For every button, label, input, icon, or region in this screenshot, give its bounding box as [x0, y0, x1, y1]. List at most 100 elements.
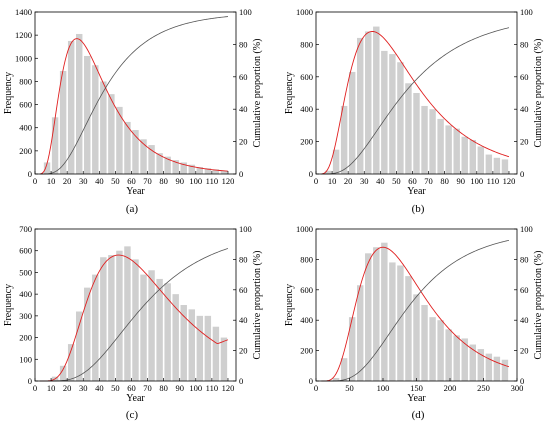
y2-tick-label: 20 [239, 346, 248, 356]
x-tick-label: 30 [79, 383, 88, 393]
histogram-bar [148, 145, 155, 174]
x-tick-label: 0 [314, 383, 318, 393]
y2-tick-label: 20 [239, 137, 248, 147]
histogram-bar [92, 274, 99, 381]
histogram-bar [108, 94, 115, 174]
x-tick-label: 40 [376, 176, 385, 186]
y2-tick-label: 80 [520, 39, 529, 49]
y-tick-label: 600 [19, 100, 32, 110]
y-tick-label: 200 [300, 346, 313, 356]
histogram-bar [156, 278, 163, 381]
histogram-bar [373, 247, 380, 381]
x-tick-label: 60 [408, 176, 417, 186]
x-tick-label: 110 [487, 176, 499, 186]
histogram-bar [59, 365, 67, 381]
x-axis-title: Year [126, 393, 145, 404]
histogram-bar [148, 270, 155, 381]
y-tick-label: 1400 [15, 7, 32, 17]
y-tick-label: 600 [300, 72, 313, 82]
histogram-bar [493, 356, 501, 381]
histogram-bar [132, 130, 139, 174]
cumulative-curve [39, 248, 229, 382]
y-tick-label: 400 [19, 289, 32, 299]
histogram-bar [461, 136, 468, 174]
histogram-bar [220, 170, 228, 174]
y-tick-label: 500 [19, 267, 32, 277]
histogram-bar [332, 149, 340, 174]
panel-a: 0 10 20 30 40 50 60 70 80 90 100 110 120020040060080… [3, 7, 263, 215]
histogram-bar [116, 250, 123, 381]
y-tick-label: 1000 [296, 7, 313, 17]
x-tick-label: 100 [470, 176, 483, 186]
histogram-bar [212, 169, 220, 174]
panel-caption: (b) [412, 203, 425, 215]
histogram-bar [461, 338, 468, 381]
histogram-bar [188, 309, 195, 381]
histogram-bar [172, 160, 179, 174]
x-tick-label: 10 [47, 176, 56, 186]
x-tick-label: 20 [344, 176, 353, 186]
y2-tick-label: 100 [520, 7, 533, 17]
x-tick-label: 90 [175, 383, 184, 393]
histogram-bar [76, 33, 83, 174]
histogram-bar [59, 71, 67, 174]
histogram-bar [124, 246, 131, 381]
cumulative-curve [321, 239, 510, 382]
histogram-bar [188, 164, 195, 174]
x-tick-label: 110 [206, 176, 218, 186]
histogram-bar [405, 83, 412, 174]
x-tick-label: 40 [95, 383, 104, 393]
histogram-bar [405, 276, 412, 381]
histogram-bar [357, 285, 364, 381]
histogram-bar [204, 315, 212, 381]
x-axis-title: Year [407, 393, 426, 404]
y2-tick-label: 80 [239, 39, 248, 49]
histogram-bar [196, 315, 204, 381]
x-tick-label: 10 [47, 383, 56, 393]
histogram-bar [493, 157, 501, 174]
y-axis-title: Frequency [3, 284, 14, 326]
y-tick-label: 0 [28, 169, 32, 179]
x-tick-label: 100 [189, 176, 202, 186]
x-tick-label: 120 [222, 383, 235, 393]
y2-tick-label: 20 [520, 137, 529, 147]
y-tick-label: 800 [19, 76, 32, 86]
histogram-bar [84, 287, 91, 381]
y-tick-label: 200 [300, 137, 313, 147]
y-tick-label: 300 [19, 311, 32, 321]
panel-b: 0 10 20 30 40 50 60 70 80 90 100 110 120020040060080… [284, 7, 544, 215]
x-tick-label: 20 [63, 176, 72, 186]
x-tick-label: 120 [222, 176, 235, 186]
histogram-bar [108, 255, 115, 381]
cumulative-curve [320, 27, 510, 175]
histogram-bar [381, 50, 388, 174]
y-tick-label: 800 [300, 254, 313, 264]
histogram-bar [469, 344, 476, 381]
histogram-bar [501, 159, 509, 174]
x-tick-label: 110 [206, 383, 218, 393]
x-tick-label: 0 [33, 176, 37, 186]
histogram-bar [67, 40, 75, 175]
histogram-bar [453, 128, 460, 174]
plot-frame [34, 228, 237, 382]
plot-frame [34, 11, 237, 175]
histogram-bar [469, 139, 476, 174]
histogram-bar [204, 168, 212, 174]
fit-curve [39, 38, 228, 175]
histogram-bar [445, 125, 452, 174]
histogram-bar [140, 274, 147, 381]
histogram-bar [413, 93, 420, 174]
histogram-bar [67, 344, 75, 381]
histogram-bar [389, 54, 396, 175]
y-axis-title: Frequency [284, 284, 295, 326]
x-tick-label: 150 [410, 383, 423, 393]
histogram-bar [445, 329, 452, 381]
histogram-bar [100, 81, 107, 174]
cumulative-curve [39, 16, 228, 175]
histogram-bar [477, 349, 485, 381]
y2-axis-title: Cumulative proportion (%) [533, 251, 544, 360]
histogram-bar [365, 253, 372, 381]
histogram-bar [365, 31, 372, 174]
panel-d: 0 50 100 150 200 250 3000200400600800100002040… [284, 224, 544, 421]
x-tick-label: 10 [328, 176, 337, 186]
